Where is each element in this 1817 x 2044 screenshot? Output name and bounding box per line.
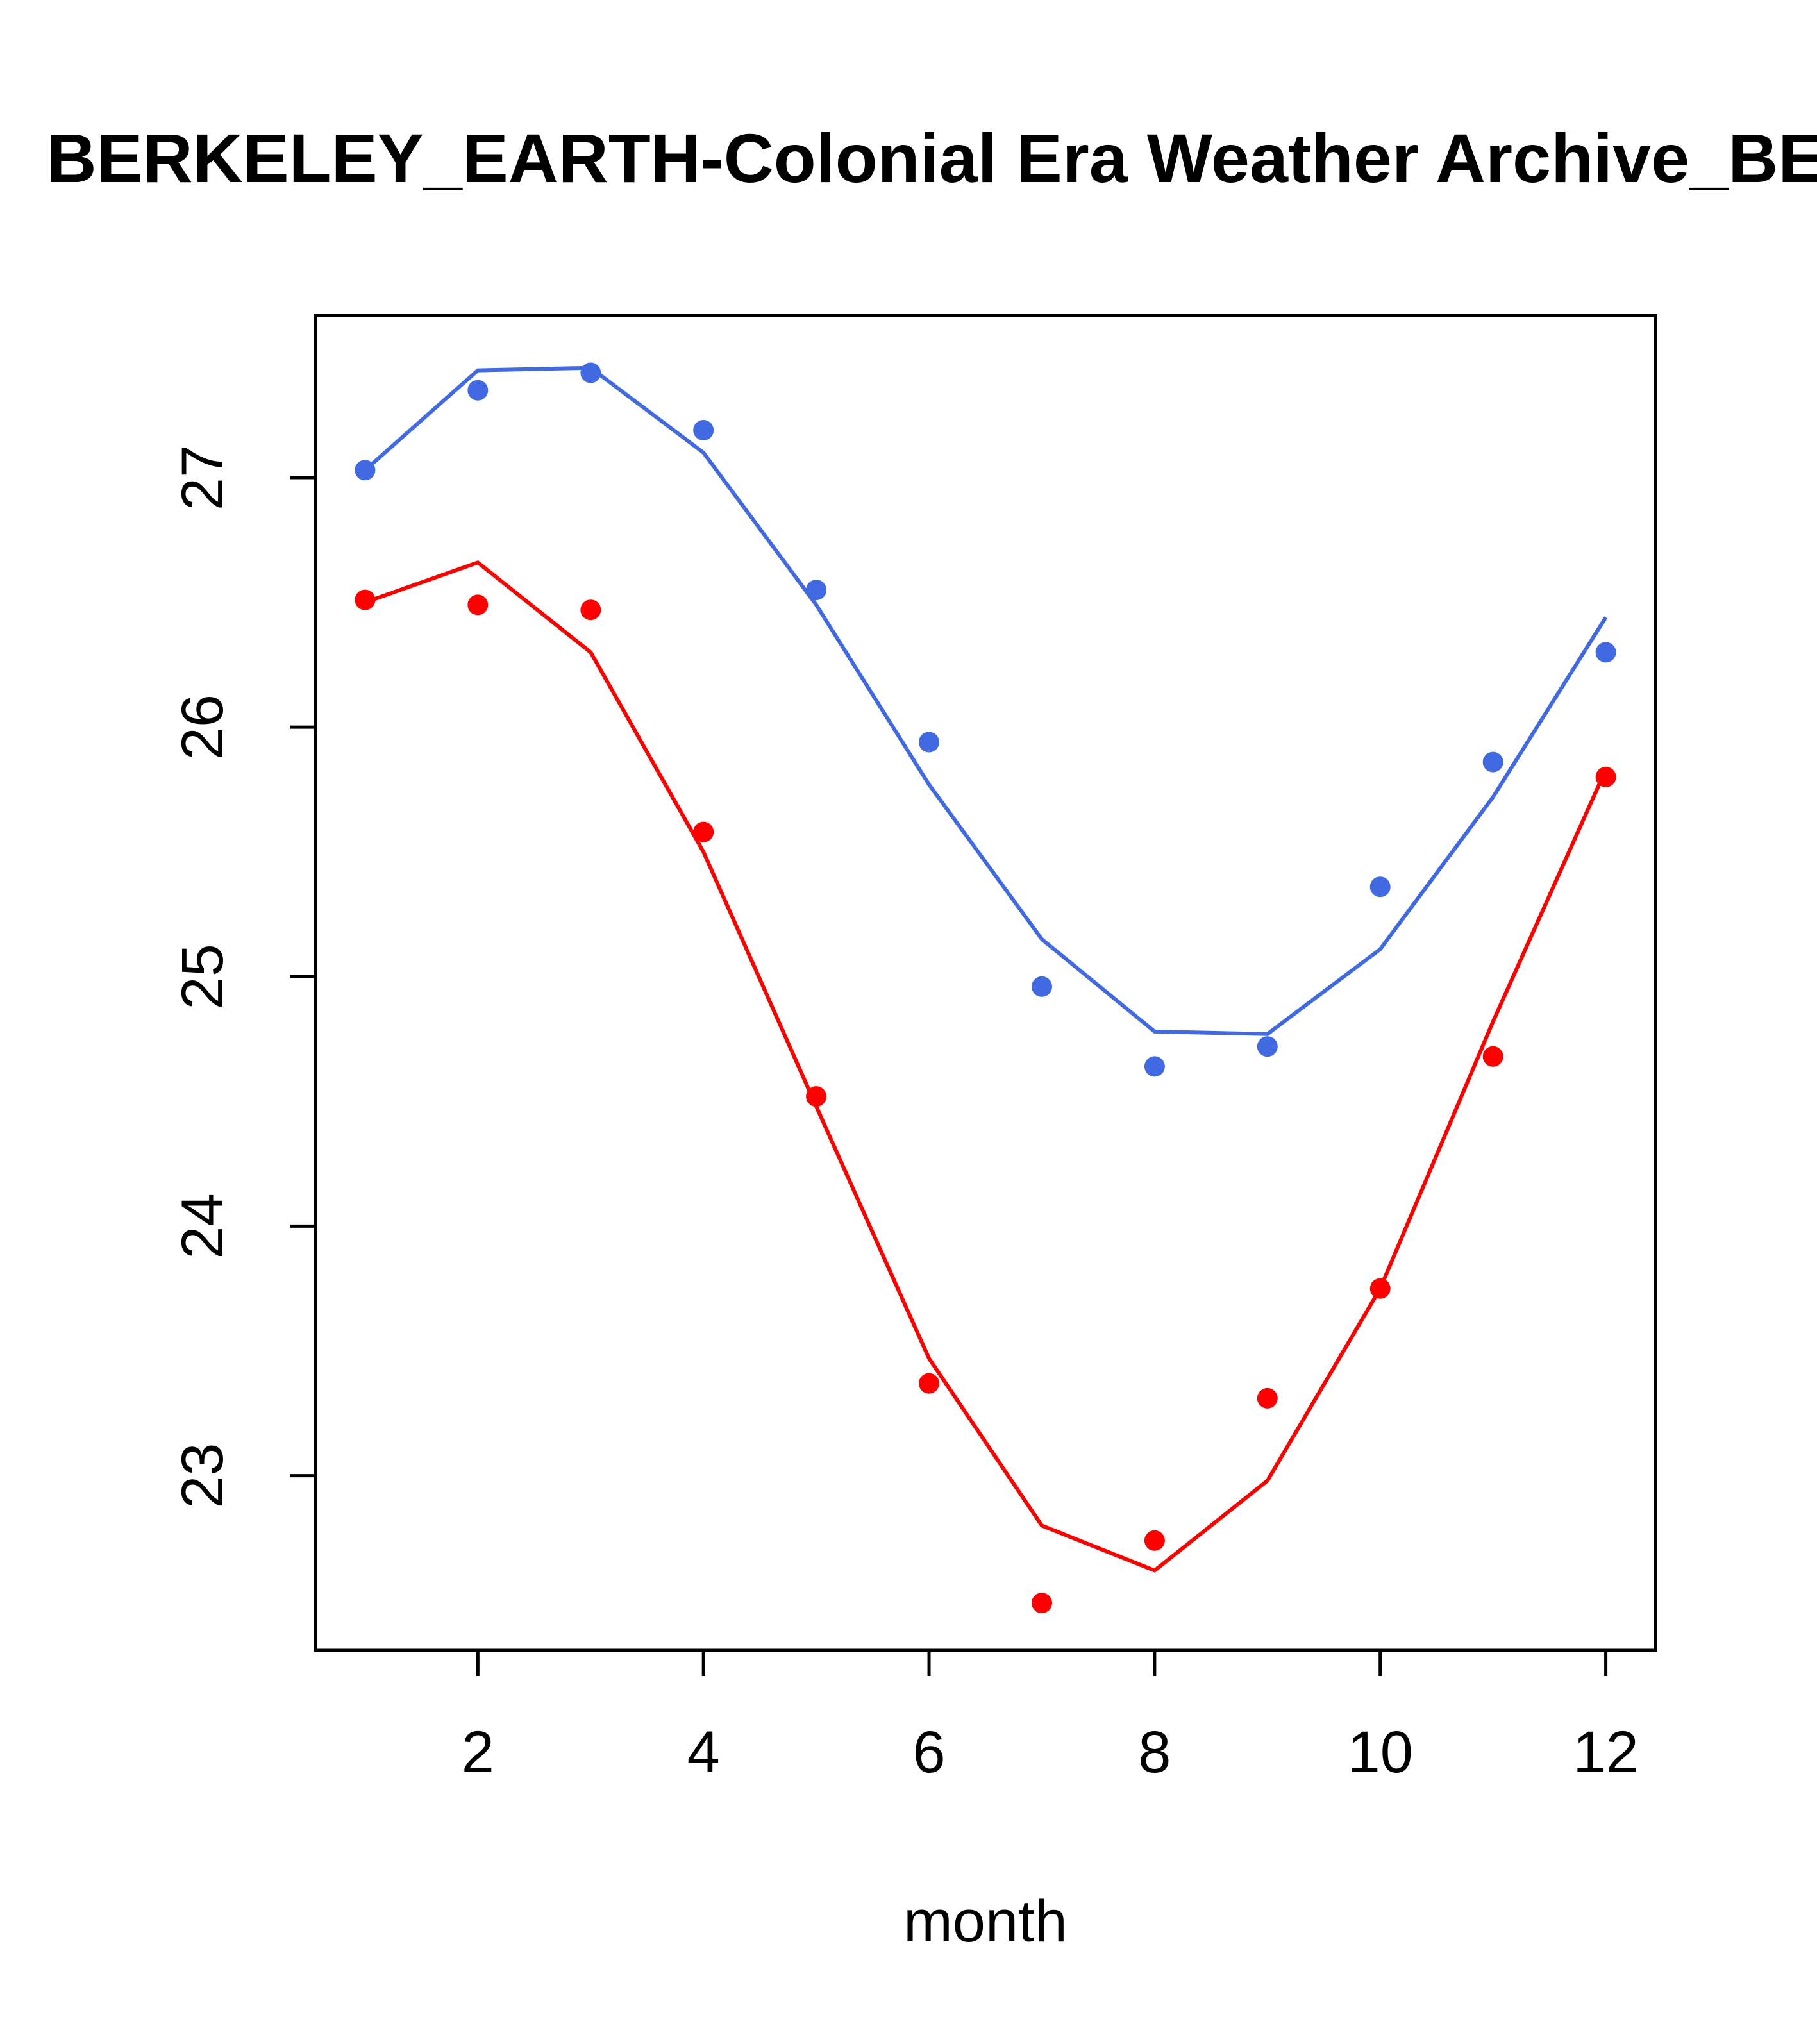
series-2-point <box>1032 1593 1052 1614</box>
x-tick-label: 8 <box>1138 1720 1171 1785</box>
series-2-point <box>1144 1530 1165 1551</box>
series-2-point <box>1369 1278 1391 1299</box>
series-2-point <box>1482 1046 1503 1067</box>
series-2-point <box>1257 1387 1278 1409</box>
series-1-point <box>1032 976 1052 997</box>
x-axis-label: month <box>903 1889 1068 1954</box>
series-2-point <box>693 821 714 842</box>
x-tick-label: 4 <box>687 1720 720 1785</box>
series-2-point <box>355 589 376 610</box>
y-tick-label: 27 <box>170 445 235 510</box>
y-axis: 23 24 25 26 27 <box>170 445 317 1509</box>
y-tick-label: 23 <box>170 1443 235 1508</box>
series-1-point <box>806 580 827 601</box>
x-axis: 2 4 6 8 10 12 <box>462 1648 1639 1785</box>
series-1 <box>355 362 1616 1077</box>
series-1-line <box>364 365 1608 1036</box>
series-1-point <box>1257 1036 1278 1057</box>
series-1-point <box>355 460 376 481</box>
chart-title: BERKELEY_EARTH-Colonial Era Weather Arch… <box>47 119 1817 197</box>
x-tick-label: 2 <box>462 1720 494 1785</box>
x-tick-label: 6 <box>912 1720 945 1785</box>
series-1-point <box>580 362 601 383</box>
series-1-point <box>467 380 489 401</box>
series-2-point <box>580 599 601 621</box>
series-1-point <box>1144 1056 1165 1077</box>
x-tick-label: 10 <box>1348 1720 1413 1785</box>
x-tick-label: 12 <box>1573 1720 1638 1785</box>
series-1-point <box>919 732 939 753</box>
plot-frame <box>314 314 1657 1652</box>
plot-area <box>355 362 1616 1614</box>
series-2-point <box>806 1086 827 1107</box>
series-1-point <box>1595 642 1616 663</box>
y-tick-label: 25 <box>170 944 235 1009</box>
series-2-point <box>919 1373 939 1394</box>
series-2-point <box>467 594 489 616</box>
series-2 <box>355 560 1616 1614</box>
series-2-point <box>1595 766 1616 787</box>
series-1-point <box>693 420 714 440</box>
y-tick-label: 26 <box>170 694 235 760</box>
series-2-line <box>364 560 1608 1573</box>
series-1-point <box>1482 751 1503 773</box>
series-1-point <box>1369 876 1391 898</box>
y-tick-label: 24 <box>170 1193 235 1259</box>
